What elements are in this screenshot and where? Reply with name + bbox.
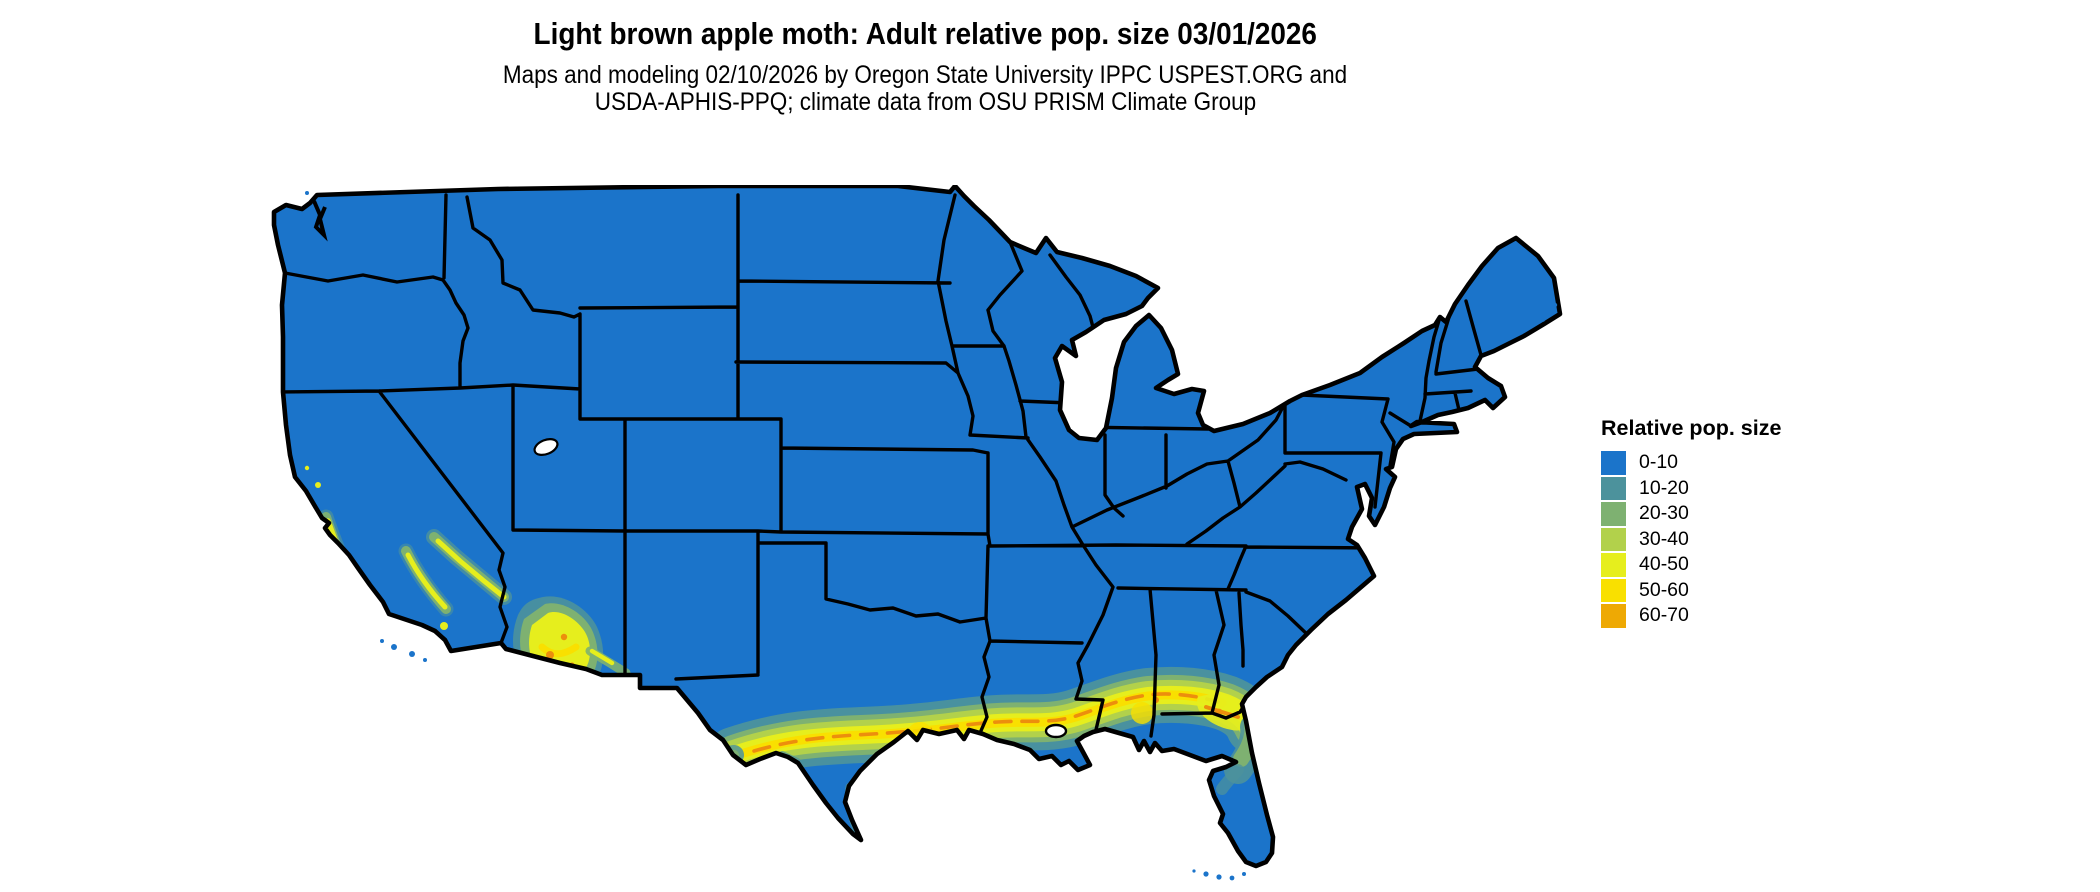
legend-swatch-20-30: [1601, 502, 1626, 526]
legend-item-0-10: 0-10: [1601, 451, 1781, 475]
legend-label-10-20: 10-20: [1639, 476, 1689, 499]
us-outline: [271, 183, 1563, 869]
legend-title: Relative pop. size: [1601, 416, 1782, 440]
lake-pontchartrain: [1044, 723, 1068, 739]
legend-label-30-40: 30-40: [1639, 527, 1689, 550]
legend-swatch-50-60: [1601, 578, 1626, 602]
legend-label-50-60: 50-60: [1639, 578, 1689, 601]
offshore-islands: [305, 191, 1558, 881]
puget-sound-detail: [312, 200, 328, 242]
legend-swatch-30-40: [1601, 527, 1626, 551]
us-map-svg: [271, 183, 1563, 881]
subtitle-line-1: Maps and modeling 02/10/2026 by Oregon S…: [502, 61, 1348, 89]
page-title: Light brown apple moth: Adult relative p…: [533, 16, 1317, 51]
legend-swatch-60-70: [1601, 604, 1626, 628]
great-salt-lake: [533, 438, 559, 456]
legend: Relative pop. size 0-10 10-20 20-30 30-40 40…: [1601, 416, 1781, 630]
legend-item-40-50: 40-50: [1601, 553, 1781, 577]
map-base-fill: [274, 186, 1560, 866]
legend-label-0-10: 0-10: [1639, 451, 1679, 474]
us-population-map: [198, 183, 1568, 885]
legend-item-60-70: 60-70: [1601, 604, 1781, 628]
page-subtitle: Maps and modeling 02/10/2026 by Oregon S…: [25, 62, 1825, 116]
legend-swatch-10-20: [1601, 476, 1626, 500]
header: Light brown apple moth: Adult relative p…: [25, 0, 1825, 116]
legend-item-10-20: 10-20: [1601, 476, 1781, 500]
subtitle-line-2: USDA-APHIS-PPQ; climate data from OSU PR…: [594, 88, 1256, 116]
legend-swatch-0-10: [1601, 451, 1626, 475]
legend-label-20-30: 20-30: [1639, 502, 1689, 525]
map-raster: [274, 186, 1560, 866]
gulf-coast-band: [680, 666, 1282, 842]
legend-label-60-70: 60-70: [1639, 604, 1689, 627]
legend-label-40-50: 40-50: [1639, 553, 1689, 576]
legend-item-20-30: 20-30: [1601, 502, 1781, 526]
legend-swatch-40-50: [1601, 553, 1626, 577]
state-borders: [274, 193, 1483, 738]
legend-rows: 0-10 10-20 20-30 30-40 40-50 50-60 60-70: [1601, 451, 1781, 628]
legend-item-30-40: 30-40: [1601, 527, 1781, 551]
legend-item-50-60: 50-60: [1601, 578, 1781, 602]
